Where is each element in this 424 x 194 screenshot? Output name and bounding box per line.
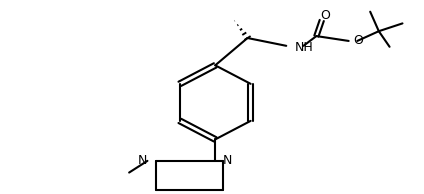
Text: N: N [223,154,232,167]
Text: NH: NH [295,41,314,54]
Text: O: O [320,9,330,22]
Text: O: O [353,35,363,48]
Text: N: N [138,154,148,167]
